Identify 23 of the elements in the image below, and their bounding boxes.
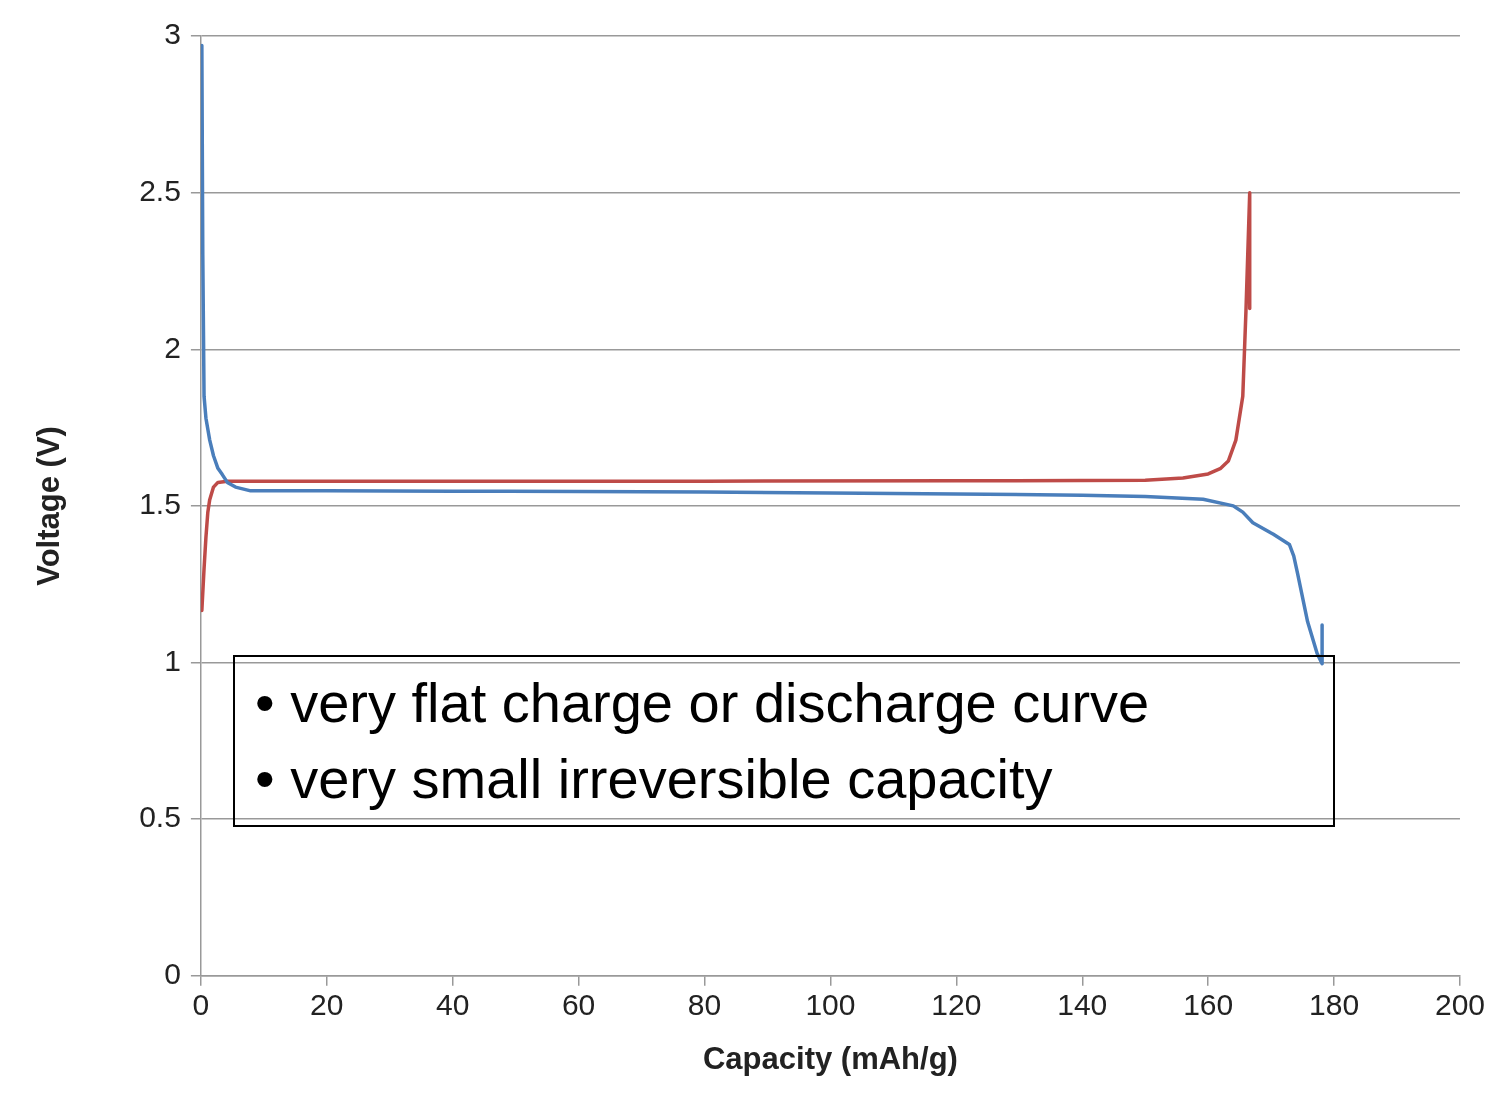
y-tick-label: 2.5 [139, 173, 181, 207]
x-tick-label: 100 [805, 988, 856, 1022]
x-tick-label: 200 [1434, 988, 1485, 1022]
x-tick-label: 120 [931, 988, 982, 1022]
x-axis-title: Capacity (mAh/g) [702, 1040, 958, 1076]
y-tick-label: 1.5 [139, 487, 181, 521]
y-tick-label: 1 [164, 643, 181, 677]
text-box: • very flat charge or discharge curve • very small irreversible capacity [233, 655, 1335, 827]
y-tick-label: 2 [164, 330, 181, 364]
x-tick-label: 0 [192, 988, 210, 1022]
x-tick-label: 180 [1309, 988, 1360, 1022]
y-tick-label: 0 [164, 957, 181, 991]
x-tick-label: 20 [310, 988, 344, 1022]
y-tick-label: 3 [164, 17, 181, 51]
x-tick-label: 60 [561, 988, 596, 1022]
annotation: • very flat charge or discharge curve [255, 670, 1151, 736]
annotation: • very small irreversible capacity [255, 746, 1054, 812]
x-tick-label: 160 [1183, 988, 1234, 1022]
x-tick-label: 140 [1057, 988, 1108, 1022]
x-tick-label: 40 [436, 988, 470, 1022]
y-axis-title: Voltage (V) [31, 426, 67, 586]
y-tick-label: 0.5 [139, 800, 181, 834]
x-tick-label: 80 [687, 988, 722, 1022]
